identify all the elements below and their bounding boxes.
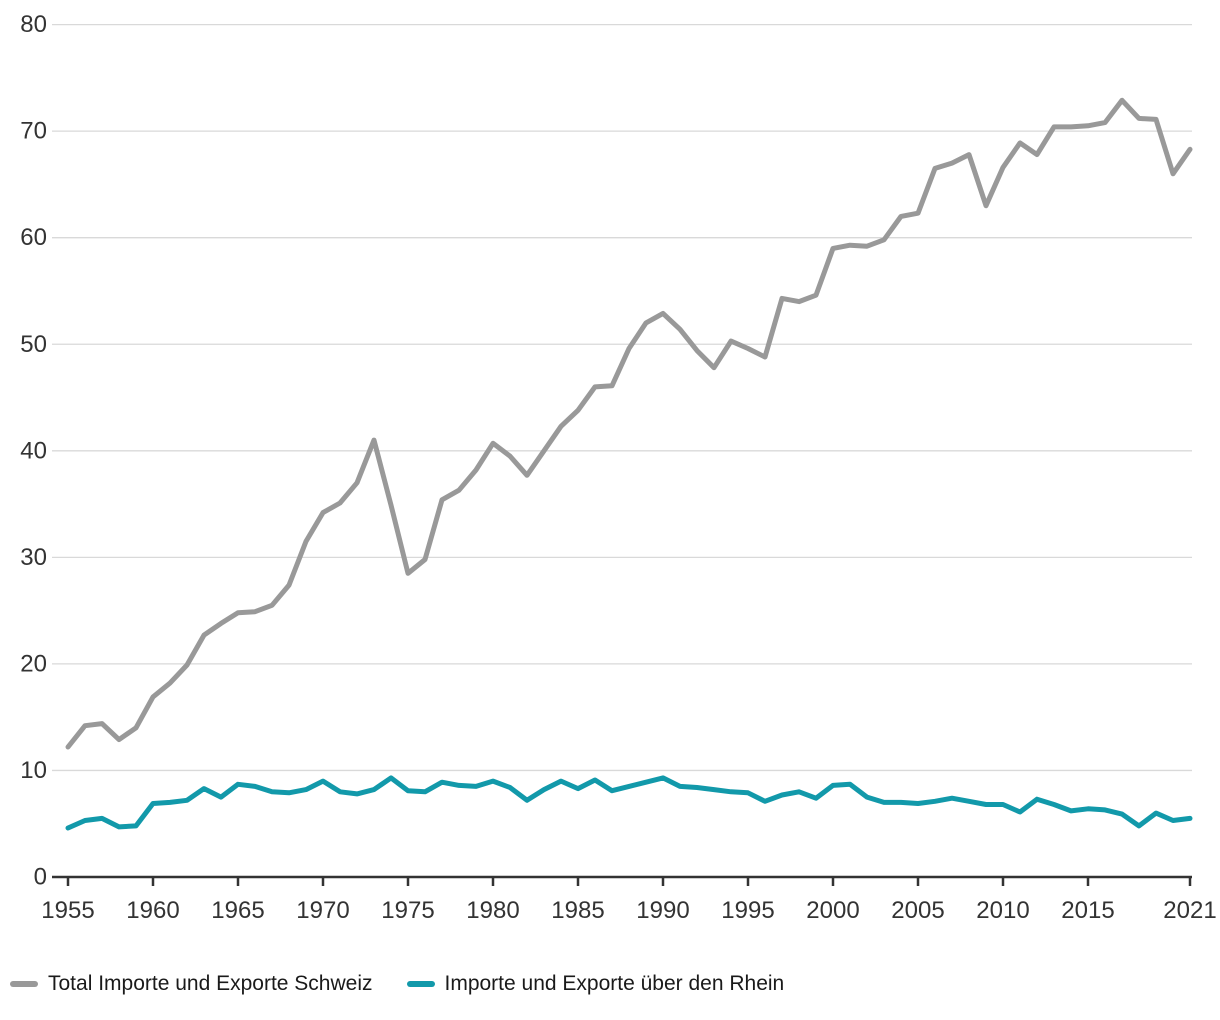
x-tick-label-2021: 2021 — [1163, 897, 1216, 924]
y-tick-label-70: 70 — [20, 118, 47, 145]
x-tick-label-1985: 1985 — [551, 897, 604, 924]
legend-item-total: Total Importe und Exporte Schweiz — [10, 972, 373, 996]
y-tick-label-80: 80 — [20, 11, 47, 38]
legend-swatch-teal — [406, 981, 435, 987]
legend-swatch-gray — [10, 981, 38, 987]
series-line-1 — [65, 775, 1193, 831]
y-tick-label-10: 10 — [20, 757, 47, 784]
legend-item-rhein: Importe und Exporte über den Rhein — [406, 972, 785, 996]
y-tick-label-60: 60 — [20, 224, 47, 251]
y-tick-label-20: 20 — [20, 650, 47, 677]
x-tick-label-2000: 2000 — [806, 897, 859, 924]
x-tick-label-1960: 1960 — [126, 897, 179, 924]
y-tick-label-40: 40 — [20, 437, 47, 464]
x-tick-label-2005: 2005 — [891, 897, 944, 924]
legend-label-total: Total Importe und Exporte Schweiz — [48, 972, 373, 995]
x-tick-label-1990: 1990 — [636, 897, 689, 924]
line-chart: 0 10 20 30 40 50 60 70 80 1955 1960 1965 1970 1975 198… — [20, 11, 1216, 924]
x-tick-label-2010: 2010 — [976, 897, 1029, 924]
y-tick-label-30: 30 — [20, 544, 47, 571]
x-tick-label-1970: 1970 — [296, 897, 349, 924]
x-tick-label-1980: 1980 — [466, 897, 519, 924]
x-tick-label-1955: 1955 — [41, 897, 94, 924]
x-tick-label-2015: 2015 — [1061, 897, 1114, 924]
chart-legend: Total Importe und Exporte Schweiz Import… — [10, 972, 784, 996]
x-tick-label-1995: 1995 — [721, 897, 774, 924]
legend-label-rhein: Importe und Exporte über den Rhein — [444, 972, 785, 995]
y-tick-label-50: 50 — [20, 331, 47, 358]
x-tick-label-1965: 1965 — [211, 897, 264, 924]
x-tick-label-1975: 1975 — [381, 897, 434, 924]
y-tick-label-0: 0 — [34, 864, 47, 891]
series-line-0 — [65, 97, 1193, 750]
